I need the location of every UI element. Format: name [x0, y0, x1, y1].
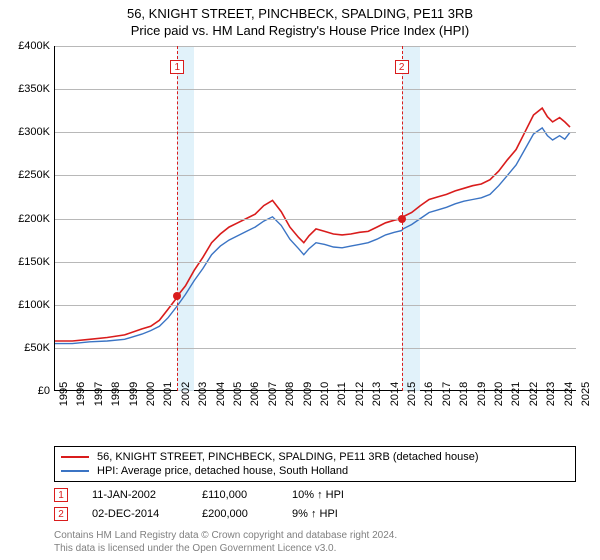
- x-tick-label: 2000: [145, 382, 157, 406]
- y-tick-label: £150K: [2, 256, 50, 268]
- x-tick-label: 2013: [371, 382, 383, 406]
- x-tick-label: 1995: [58, 382, 70, 406]
- x-tick-label: 2015: [406, 382, 418, 406]
- title-block: 56, KNIGHT STREET, PINCHBECK, SPALDING, …: [0, 0, 600, 38]
- y-gridline: [55, 46, 576, 47]
- sale-row-marker: 2: [54, 507, 68, 521]
- y-gridline: [55, 219, 576, 220]
- sale-row: 2 02-DEC-2014£200,0009% ↑ HPI: [54, 507, 344, 521]
- x-tick-label: 2014: [389, 382, 401, 406]
- sale-point-dot: [173, 292, 181, 300]
- sale-date: 02-DEC-2014: [92, 508, 202, 520]
- x-tick-label: 2019: [476, 382, 488, 406]
- y-tick-label: £350K: [2, 83, 50, 95]
- x-tick-label: 1999: [128, 382, 140, 406]
- x-tick-label: 2010: [319, 382, 331, 406]
- footnote-line1: Contains HM Land Registry data © Crown c…: [54, 530, 397, 543]
- sale-hpi: 10% ↑ HPI: [292, 489, 344, 501]
- x-tick-label: 2024: [563, 382, 575, 406]
- x-tick-label: 2025: [580, 382, 592, 406]
- sale-marker-line: [177, 46, 178, 391]
- x-tick-label: 2005: [232, 382, 244, 406]
- sale-date: 11-JAN-2002: [92, 489, 202, 501]
- x-tick-label: 2012: [354, 382, 366, 406]
- x-tick-label: 2022: [528, 382, 540, 406]
- legend-swatch: [61, 456, 89, 458]
- y-gridline: [55, 348, 576, 349]
- sale-hpi: 9% ↑ HPI: [292, 508, 338, 520]
- sale-row: 1 11-JAN-2002£110,00010% ↑ HPI: [54, 488, 344, 502]
- title-subtitle: Price paid vs. HM Land Registry's House …: [0, 23, 600, 38]
- x-tick-label: 2001: [162, 382, 174, 406]
- x-tick-label: 2023: [545, 382, 557, 406]
- y-tick-label: £300K: [2, 126, 50, 138]
- y-gridline: [55, 305, 576, 306]
- plot-region: 12: [54, 46, 576, 391]
- x-tick-label: 2016: [423, 382, 435, 406]
- legend-label: 56, KNIGHT STREET, PINCHBECK, SPALDING, …: [97, 451, 478, 463]
- x-tick-label: 2018: [458, 382, 470, 406]
- legend-row: HPI: Average price, detached house, Sout…: [61, 464, 569, 478]
- x-tick-label: 1997: [93, 382, 105, 406]
- sale-marker-badge: 1: [170, 60, 184, 74]
- x-tick-label: 2002: [180, 382, 192, 406]
- title-address: 56, KNIGHT STREET, PINCHBECK, SPALDING, …: [0, 6, 600, 21]
- chart-container: 56, KNIGHT STREET, PINCHBECK, SPALDING, …: [0, 0, 600, 560]
- y-tick-label: £0: [2, 385, 50, 397]
- y-gridline: [55, 89, 576, 90]
- y-gridline: [55, 262, 576, 263]
- legend: 56, KNIGHT STREET, PINCHBECK, SPALDING, …: [54, 446, 576, 482]
- legend-swatch: [61, 470, 89, 472]
- legend-row: 56, KNIGHT STREET, PINCHBECK, SPALDING, …: [61, 450, 569, 464]
- sale-price: £200,000: [202, 508, 292, 520]
- y-gridline: [55, 175, 576, 176]
- x-tick-label: 2003: [197, 382, 209, 406]
- footnote-line2: This data is licensed under the Open Gov…: [54, 543, 397, 556]
- series-property: [55, 108, 570, 341]
- footnote: Contains HM Land Registry data © Crown c…: [54, 530, 397, 555]
- chart-area: 12 £0£50K£100K£150K£200K£250K£300K£350K£…: [54, 46, 576, 416]
- y-tick-label: £250K: [2, 169, 50, 181]
- sale-point-dot: [398, 215, 406, 223]
- x-tick-label: 2004: [215, 382, 227, 406]
- y-tick-label: £200K: [2, 213, 50, 225]
- x-tick-label: 2008: [284, 382, 296, 406]
- y-tick-label: £100K: [2, 299, 50, 311]
- x-tick-label: 2020: [493, 382, 505, 406]
- sales-table: 1 11-JAN-2002£110,00010% ↑ HPI 2 02-DEC-201…: [54, 488, 344, 526]
- x-tick-label: 2009: [302, 382, 314, 406]
- x-tick-label: 2021: [510, 382, 522, 406]
- series-hpi: [55, 128, 570, 344]
- x-tick-label: 1996: [75, 382, 87, 406]
- sale-marker-badge: 2: [395, 60, 409, 74]
- x-tick-label: 2011: [336, 382, 348, 406]
- x-tick-label: 2007: [267, 382, 279, 406]
- legend-label: HPI: Average price, detached house, Sout…: [97, 465, 348, 477]
- y-tick-label: £50K: [2, 342, 50, 354]
- x-tick-label: 2006: [249, 382, 261, 406]
- x-tick-label: 2017: [441, 382, 453, 406]
- sale-price: £110,000: [202, 489, 292, 501]
- y-tick-label: £400K: [2, 40, 50, 52]
- x-tick-label: 1998: [110, 382, 122, 406]
- sale-row-marker: 1: [54, 488, 68, 502]
- y-gridline: [55, 132, 576, 133]
